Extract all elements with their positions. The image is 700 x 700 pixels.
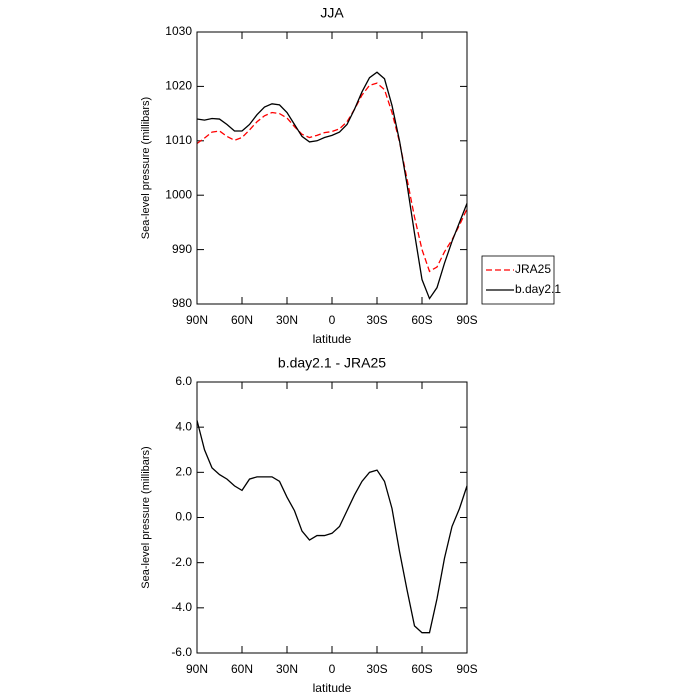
x-axis-label: latitude	[313, 681, 352, 695]
x-tick-label: 30S	[366, 313, 387, 327]
plot-frame	[196, 31, 468, 305]
y-tick-label: 1020	[165, 79, 192, 93]
chart-title: JJA	[320, 5, 344, 21]
x-tick-label: 60N	[231, 662, 253, 676]
x-tick-label: 0	[329, 662, 336, 676]
plot-frame	[196, 381, 468, 654]
x-tick-label: 60N	[231, 313, 253, 327]
y-tick-label: 6.0	[175, 374, 192, 388]
y-tick-label: -2.0	[171, 555, 192, 569]
y-tick-label: -4.0	[171, 600, 192, 614]
x-tick-label: 0	[329, 313, 336, 327]
x-tick-label: 90N	[186, 313, 208, 327]
y-tick-label: 1000	[165, 187, 192, 201]
data-line	[196, 71, 468, 300]
legend-label: b.day2.1	[515, 282, 561, 296]
chart-title: b.day2.1 - JRA25	[278, 355, 386, 371]
x-tick-label: 30N	[276, 662, 298, 676]
x-tick-label: 90S	[456, 662, 477, 676]
data-line	[196, 420, 468, 634]
data-line	[196, 82, 468, 273]
x-tick-label: 90S	[456, 313, 477, 327]
y-axis-label: Sea-level pressure (millibars)	[140, 446, 152, 588]
x-tick-label: 60S	[411, 662, 432, 676]
y-tick-label: 0.0	[175, 510, 192, 524]
y-tick-label: 4.0	[175, 419, 192, 433]
y-axis-label: Sea-level pressure (millibars)	[140, 97, 152, 239]
legend-box	[481, 255, 555, 305]
y-tick-label: 1010	[165, 133, 192, 147]
legend-label: JRA25	[515, 262, 551, 276]
y-tick-label: -6.0	[171, 645, 192, 659]
y-tick-label: 1030	[165, 24, 192, 38]
y-tick-label: 980	[172, 296, 192, 310]
x-tick-label: 30S	[366, 662, 387, 676]
x-tick-label: 90N	[186, 662, 208, 676]
x-tick-label: 30N	[276, 313, 298, 327]
y-tick-label: 2.0	[175, 465, 192, 479]
x-tick-label: 60S	[411, 313, 432, 327]
x-axis-label: latitude	[313, 332, 352, 346]
y-tick-label: 990	[172, 242, 192, 256]
